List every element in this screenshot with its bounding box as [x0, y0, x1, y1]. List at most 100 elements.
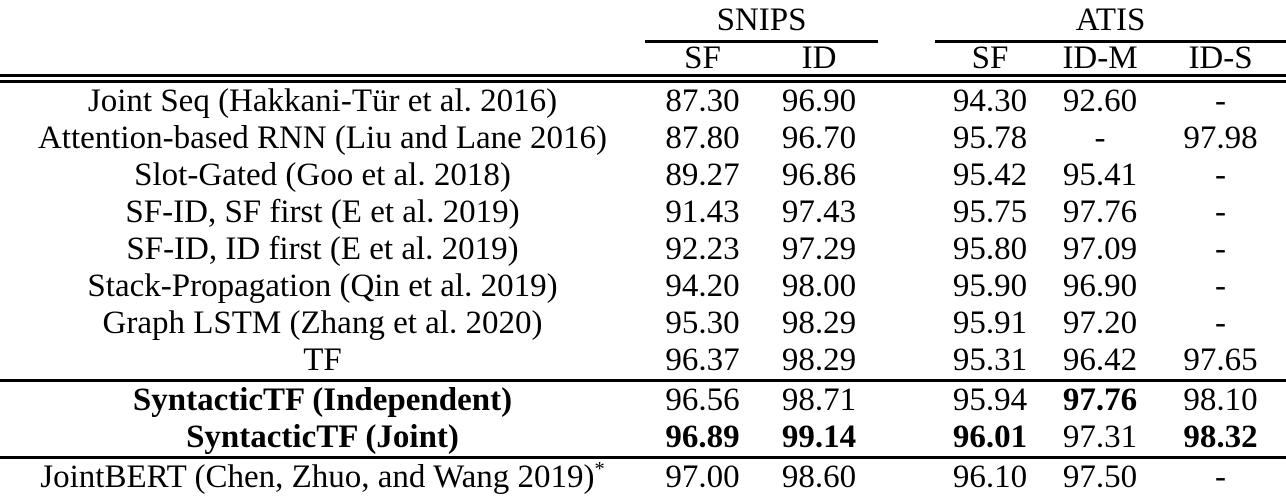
value-cell: 96.90 — [781, 83, 857, 119]
group-gap-spacer — [878, 379, 936, 419]
value-cell: 97.76 — [1045, 379, 1156, 419]
value-cell: 94.20 — [665, 268, 740, 304]
table-row: Graph LSTM (Zhang et al. 2020) 95.30 98.29… — [0, 305, 1286, 342]
group-gap-spacer — [878, 120, 935, 157]
value-cell: 98.71 — [760, 379, 879, 419]
value-cell: 95.41 — [1062, 157, 1138, 193]
col-group-atis: ATIS — [935, 0, 1286, 43]
model-name-cell: SyntacticTF (Independent) — [0, 379, 645, 419]
value-cell: 95.42 — [952, 157, 1028, 193]
value-cell: 92.60 — [1062, 83, 1138, 119]
col-header-snips-sf: SF — [645, 41, 760, 83]
model-name-cell: SyntacticTF (Joint) — [186, 419, 459, 455]
col-header-atis-id-s: ID-S — [1155, 41, 1286, 83]
value-cell: 96.89 — [665, 419, 740, 455]
value-cell: 95.78 — [952, 120, 1028, 156]
value-cell: 96.42 — [1062, 342, 1138, 378]
value-cell: 94.30 — [952, 83, 1028, 119]
value-cell: - — [1215, 268, 1227, 304]
table-row: SF-ID, ID first (E et al. 2019) 92.23 97.2… — [0, 231, 1286, 268]
value-cell: 96.70 — [781, 120, 857, 156]
group-gap-spacer — [878, 41, 936, 83]
model-column-spacer — [0, 0, 645, 42]
value-cell: 98.29 — [781, 342, 857, 378]
proposed-models-section: SyntacticTF (Independent) 96.56 98.71 95.94… — [0, 379, 1286, 458]
group-gap-spacer — [878, 456, 936, 496]
col-header-atis-sf: SF — [935, 41, 1046, 83]
table-row: Stack-Propagation (Qin et al. 2019) 94.20… — [0, 268, 1286, 305]
value-cell: - — [1215, 194, 1227, 230]
value-cell: 98.10 — [1155, 379, 1286, 419]
value-cell: - — [1155, 456, 1286, 496]
value-cell: 97.98 — [1183, 120, 1258, 156]
dataset-group-row: SNIPS ATIS — [0, 0, 1286, 43]
value-cell: 95.75 — [952, 194, 1028, 230]
value-cell: 96.56 — [645, 379, 760, 419]
model-column-spacer — [0, 41, 645, 83]
table-row: SyntacticTF (Independent) 96.56 98.71 95.94… — [0, 379, 1286, 419]
value-cell: 91.43 — [665, 194, 740, 230]
value-cell: 98.29 — [781, 305, 857, 341]
value-cell: 99.14 — [781, 419, 857, 455]
table-row: TF 96.37 98.29 95.31 96.42 97.65 — [0, 342, 1286, 381]
model-name-cell: Attention-based RNN (Liu and Lane 2016) — [37, 120, 608, 156]
table-row: Slot-Gated (Goo et al. 2018) 89.27 96.86 95… — [0, 157, 1286, 194]
model-name-cell: Stack-Propagation (Qin et al. 2019) — [87, 268, 558, 304]
value-cell: 87.80 — [665, 120, 740, 156]
model-name-cell: JointBERT (Chen, Zhuo, and Wang 2019)* — [0, 456, 645, 496]
value-cell: - — [1215, 231, 1227, 267]
group-gap-spacer — [878, 157, 935, 194]
value-cell: 95.94 — [935, 379, 1046, 419]
table-row: Attention-based RNN (Liu and Lane 2016) 8… — [0, 120, 1286, 157]
model-name-cell: SF-ID, ID first (E et al. 2019) — [126, 231, 519, 267]
group-gap-spacer — [878, 268, 935, 305]
model-name-cell: Graph LSTM (Zhang et al. 2020) — [102, 305, 543, 341]
group-gap-spacer — [878, 79, 935, 121]
value-cell: 96.86 — [781, 157, 857, 193]
model-name-cell: Slot-Gated (Goo et al. 2018) — [134, 157, 511, 193]
group-gap-spacer — [878, 231, 935, 268]
table-header: SNIPS ATIS SF ID SF ID-M ID-S — [0, 0, 1286, 83]
group-gap-spacer — [878, 194, 935, 231]
value-cell: 92.23 — [665, 231, 740, 267]
value-cell: 98.32 — [1183, 419, 1258, 455]
value-cell: 95.90 — [952, 268, 1028, 304]
table-row: SF-ID, SF first (E et al. 2019) 91.43 97.4… — [0, 194, 1286, 231]
value-cell: 97.00 — [645, 456, 760, 496]
footnote-marker: * — [594, 458, 605, 480]
value-cell: 96.01 — [952, 419, 1028, 455]
value-cell: 97.09 — [1062, 231, 1138, 267]
col-group-snips: SNIPS — [645, 0, 879, 43]
value-cell: 97.65 — [1183, 342, 1258, 378]
value-cell: 87.30 — [665, 83, 740, 119]
value-cell: 95.80 — [952, 231, 1028, 267]
baselines-section: Joint Seq (Hakkani-Tür et al. 2016) 87.30… — [0, 79, 1286, 381]
value-cell: 96.10 — [935, 456, 1046, 496]
value-cell: - — [1215, 83, 1227, 119]
value-cell: 97.31 — [1062, 419, 1138, 455]
value-cell: - — [1215, 157, 1227, 193]
value-cell: - — [1215, 305, 1227, 341]
table-row: SyntacticTF (Joint) 96.89 99.14 96.01 97.31 9… — [0, 419, 1286, 458]
value-cell: 97.20 — [1062, 305, 1138, 341]
col-header-atis-id-m: ID-M — [1045, 41, 1156, 83]
model-name-cell: Joint Seq (Hakkani-Tür et al. 2016) — [87, 83, 558, 119]
model-name-cell: SF-ID, SF first (E et al. 2019) — [125, 194, 520, 230]
value-cell: 98.60 — [760, 456, 879, 496]
value-cell: 89.27 — [665, 157, 740, 193]
group-gap-spacer — [878, 305, 935, 342]
value-cell: 97.29 — [781, 231, 857, 267]
value-cell: 95.31 — [952, 342, 1028, 378]
table-row: Joint Seq (Hakkani-Tür et al. 2016) 87.30… — [0, 79, 1286, 121]
value-cell: 97.50 — [1045, 456, 1156, 496]
group-gap-spacer — [878, 0, 935, 42]
value-cell: - — [1094, 120, 1106, 156]
reference-model-section: JointBERT (Chen, Zhuo, and Wang 2019)* 97… — [0, 456, 1286, 496]
table-row: JointBERT (Chen, Zhuo, and Wang 2019)* 97… — [0, 456, 1286, 496]
value-cell: 96.37 — [665, 342, 740, 378]
col-header-snips-id: ID — [760, 41, 879, 83]
group-gap-spacer — [878, 419, 935, 458]
model-name-cell: TF — [303, 342, 342, 378]
metric-header-row: SF ID SF ID-M ID-S — [0, 41, 1286, 83]
